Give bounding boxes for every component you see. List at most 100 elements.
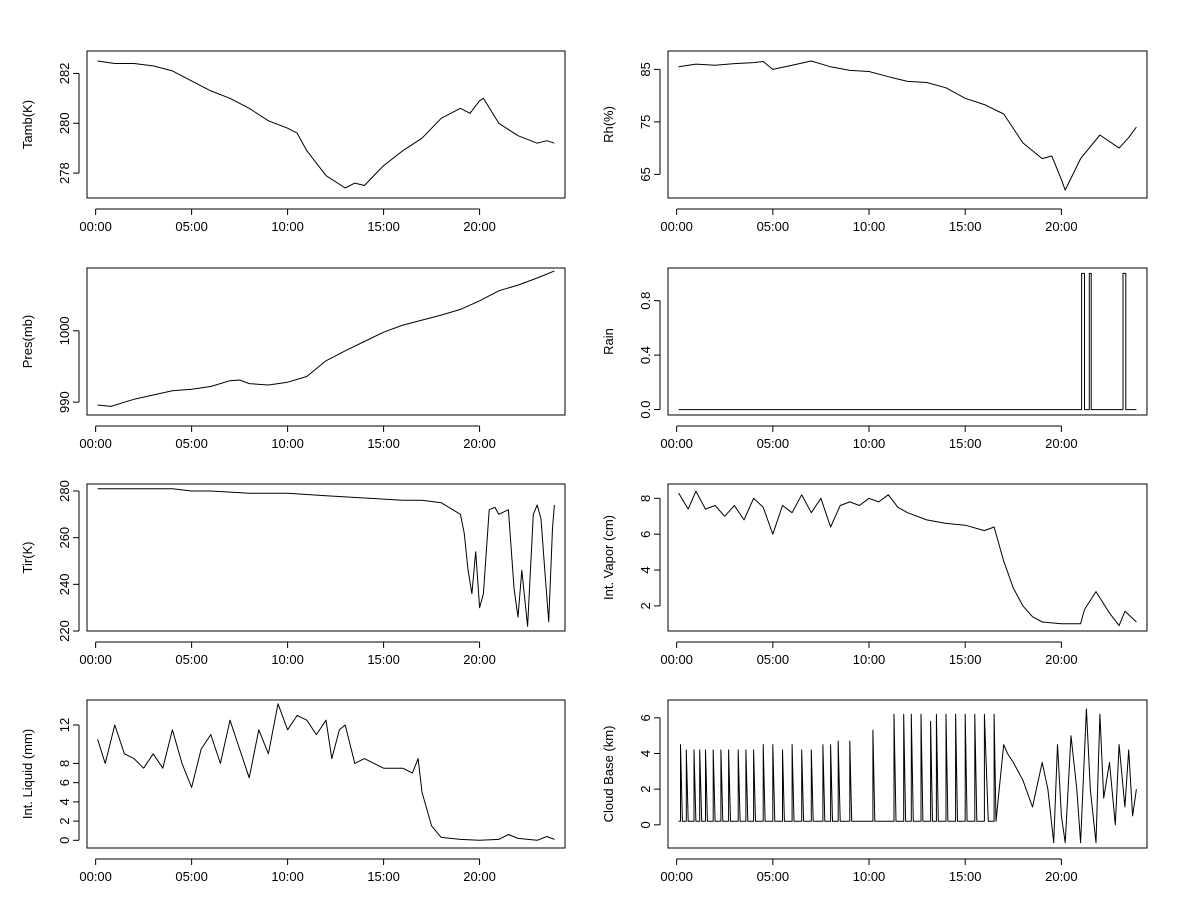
y-axis-title: Pres(mb): [20, 315, 35, 368]
series-line-0: [97, 703, 555, 841]
x-tick-label: 15:00: [367, 436, 400, 451]
chart-panel-6: 00:00 05:00 10:00 15:00 20:00 0 2 4 6 8 12 Int. Liq…: [20, 699, 566, 884]
y-tick-label: 65: [638, 167, 653, 181]
y-tick-label: 0: [57, 837, 72, 844]
y-tick-label: 280: [57, 112, 72, 134]
series-line-0: [97, 60, 555, 189]
x-tick-label: 10:00: [853, 869, 886, 884]
x-tick-label: 20:00: [1045, 436, 1078, 451]
x-tick-label: 00:00: [660, 436, 693, 451]
y-tick-label: 1000: [57, 316, 72, 345]
x-tick-label: 05:00: [757, 219, 790, 234]
y-tick-label: 278: [57, 162, 72, 184]
x-tick-label: 00:00: [660, 219, 693, 234]
x-tick-label: 05:00: [757, 869, 790, 884]
y-tick-label: 220: [57, 620, 72, 642]
x-tick-label: 00:00: [660, 652, 693, 667]
y-tick-label: 4: [57, 798, 72, 805]
chart-panel-5: 00:00 05:00 10:00 15:00 20:00 2 4 6 8 Int. Vapor …: [601, 483, 1148, 667]
x-tick-label: 00:00: [79, 219, 112, 234]
y-axis-title: Int. Liquid (mm): [20, 729, 35, 819]
x-tick-label: 20:00: [1045, 869, 1078, 884]
y-tick-label: 260: [57, 527, 72, 549]
x-tick-label: 10:00: [853, 436, 886, 451]
chart-panel-0: 00:00 05:00 10:00 15:00 20:00 278 280 282 Tamb(K…: [20, 50, 566, 234]
y-tick-label: 85: [638, 62, 653, 76]
y-tick-label: 6: [57, 779, 72, 786]
y-tick-label: 282: [57, 63, 72, 85]
x-tick-label: 15:00: [949, 869, 982, 884]
x-tick-label: 15:00: [949, 219, 982, 234]
y-tick-label: 280: [57, 480, 72, 502]
y-tick-label: 8: [57, 760, 72, 767]
x-tick-label: 05:00: [175, 652, 208, 667]
x-tick-label: 05:00: [175, 436, 208, 451]
y-axis-title: Tamb(K): [20, 100, 35, 149]
series-line-0: [97, 488, 555, 627]
y-axis-title: Rain: [601, 328, 616, 355]
plot-frame: [667, 267, 1148, 416]
x-tick-label: 00:00: [79, 869, 112, 884]
y-tick-label: 4: [638, 566, 653, 573]
x-tick-label: 10:00: [853, 219, 886, 234]
plot-frame: [667, 50, 1148, 199]
y-tick-label: 0: [638, 821, 653, 828]
series-line-0: [97, 270, 555, 407]
y-tick-label: 75: [638, 115, 653, 129]
x-tick-label: 10:00: [853, 652, 886, 667]
series-line-0: [678, 60, 1137, 191]
y-tick-label: 4: [638, 750, 653, 757]
y-tick-label: 6: [638, 531, 653, 538]
y-axis-title: Rh(%): [601, 106, 616, 143]
series-line-0: [678, 490, 1137, 627]
chart-panel-1: 00:00 05:00 10:00 15:00 20:00 65 75 85 Rh(%): [601, 50, 1148, 234]
x-tick-label: 15:00: [367, 869, 400, 884]
x-tick-label: 15:00: [949, 652, 982, 667]
series-line-0: [678, 708, 1137, 844]
chart-panel-4: 00:00 05:00 10:00 15:00 20:00 220 240 260 280 Tir…: [20, 480, 566, 667]
chart-panel-7: 00:00 05:00 10:00 15:00 20:00 0 2 4 6 Cloud Base …: [601, 699, 1148, 884]
y-axis-title: Cloud Base (km): [601, 726, 616, 823]
y-axis-title: Tir(K): [20, 541, 35, 573]
y-axis-title: Int. Vapor (cm): [601, 515, 616, 600]
x-tick-label: 05:00: [757, 652, 790, 667]
x-tick-label: 20:00: [463, 652, 496, 667]
x-tick-label: 00:00: [79, 436, 112, 451]
y-tick-label: 2: [57, 817, 72, 824]
series-line-0: [678, 272, 1137, 411]
x-tick-label: 10:00: [271, 436, 304, 451]
x-tick-label: 00:00: [660, 869, 693, 884]
y-tick-label: 990: [57, 391, 72, 413]
chart-panel-3: 00:00 05:00 10:00 15:00 20:00 0.0 0.4 0.8 Rain: [601, 267, 1148, 451]
plot-frame: [667, 483, 1148, 632]
y-tick-label: 2: [638, 602, 653, 609]
plot-frame: [86, 483, 566, 632]
x-tick-label: 10:00: [271, 869, 304, 884]
x-tick-label: 15:00: [367, 219, 400, 234]
x-tick-label: 20:00: [1045, 219, 1078, 234]
x-tick-label: 20:00: [463, 219, 496, 234]
x-tick-label: 20:00: [1045, 652, 1078, 667]
x-tick-label: 15:00: [367, 652, 400, 667]
plot-frame: [86, 267, 566, 416]
chart-panel-2: 00:00 05:00 10:00 15:00 20:00 990 1000 Pres(mb): [20, 267, 566, 451]
y-tick-label: 0.0: [638, 401, 653, 419]
x-tick-label: 05:00: [175, 869, 208, 884]
y-tick-label: 6: [638, 714, 653, 721]
y-tick-label: 0.8: [638, 292, 653, 310]
x-tick-label: 20:00: [463, 436, 496, 451]
x-tick-label: 10:00: [271, 652, 304, 667]
y-tick-label: 240: [57, 573, 72, 595]
x-tick-label: 15:00: [949, 436, 982, 451]
plot-frame: [86, 50, 566, 199]
x-tick-label: 10:00: [271, 219, 304, 234]
x-tick-label: 05:00: [757, 436, 790, 451]
y-tick-label: 12: [57, 718, 72, 732]
y-tick-label: 0.4: [638, 346, 653, 364]
x-tick-label: 05:00: [175, 219, 208, 234]
y-tick-label: 8: [638, 495, 653, 502]
plot-frame: [86, 699, 566, 849]
y-tick-label: 2: [638, 786, 653, 793]
x-tick-label: 00:00: [79, 652, 112, 667]
